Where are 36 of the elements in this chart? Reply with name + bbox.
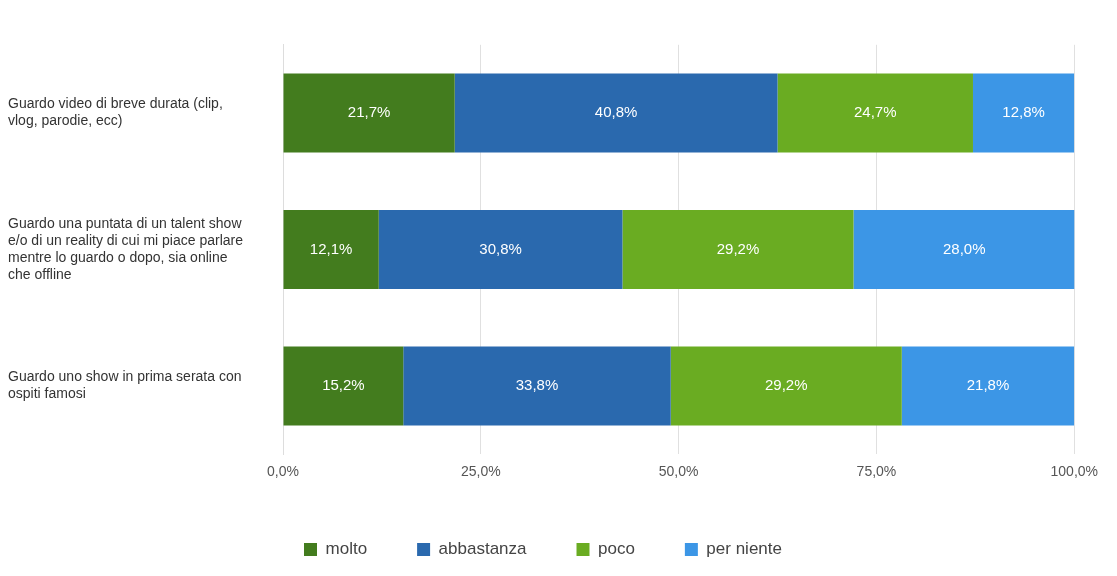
legend-label: poco [598, 539, 635, 559]
legend-label: per niente [706, 539, 782, 559]
bar [901, 346, 1075, 426]
bar [403, 346, 671, 426]
bar [283, 346, 404, 426]
data-label: 29,2% [716, 239, 760, 257]
legend-label: molto [325, 539, 368, 559]
bar [670, 346, 902, 426]
data-label: 15,2% [322, 376, 365, 394]
data-label: 30,8% [479, 239, 522, 257]
data-label: 21,7% [347, 103, 391, 121]
y-tick-label: Guardo una puntata di un talent show e/o di un reality di cui mi piace parlare mentre lo guardo o dopo, sia online che offline [8, 215, 244, 282]
y-tick-label: Guardo video di breve durata (clip, vlog, parodie, ecc) [8, 95, 223, 129]
bar [622, 209, 854, 290]
data-label: 33,8% [515, 376, 559, 394]
legend-label: abbastanza [438, 539, 528, 559]
x-tick-label: 25,0% [460, 463, 501, 480]
data-label: 21,8% [966, 376, 1010, 394]
bar [283, 209, 379, 290]
x-tick-label: 75,0% [856, 463, 897, 480]
x-tick-label: 50,0% [658, 463, 699, 480]
x-tick-label: 0,0% [267, 463, 299, 480]
data-label: 12,8% [1002, 103, 1045, 121]
bar [454, 73, 778, 153]
y-tick-label: Guardo uno show in prima serata con ospiti famosi [8, 368, 242, 402]
bar [378, 209, 623, 290]
bar [777, 73, 973, 153]
data-label: 40,8% [594, 103, 638, 121]
data-label: 12,1% [309, 239, 353, 257]
data-label: 28,0% [943, 239, 986, 257]
bar [283, 73, 455, 153]
data-label: 29,2% [764, 376, 808, 394]
data-label: 24,7% [853, 103, 897, 121]
bar [853, 209, 1075, 290]
bar [972, 73, 1075, 153]
x-tick-label: 100,0% [1050, 463, 1098, 480]
